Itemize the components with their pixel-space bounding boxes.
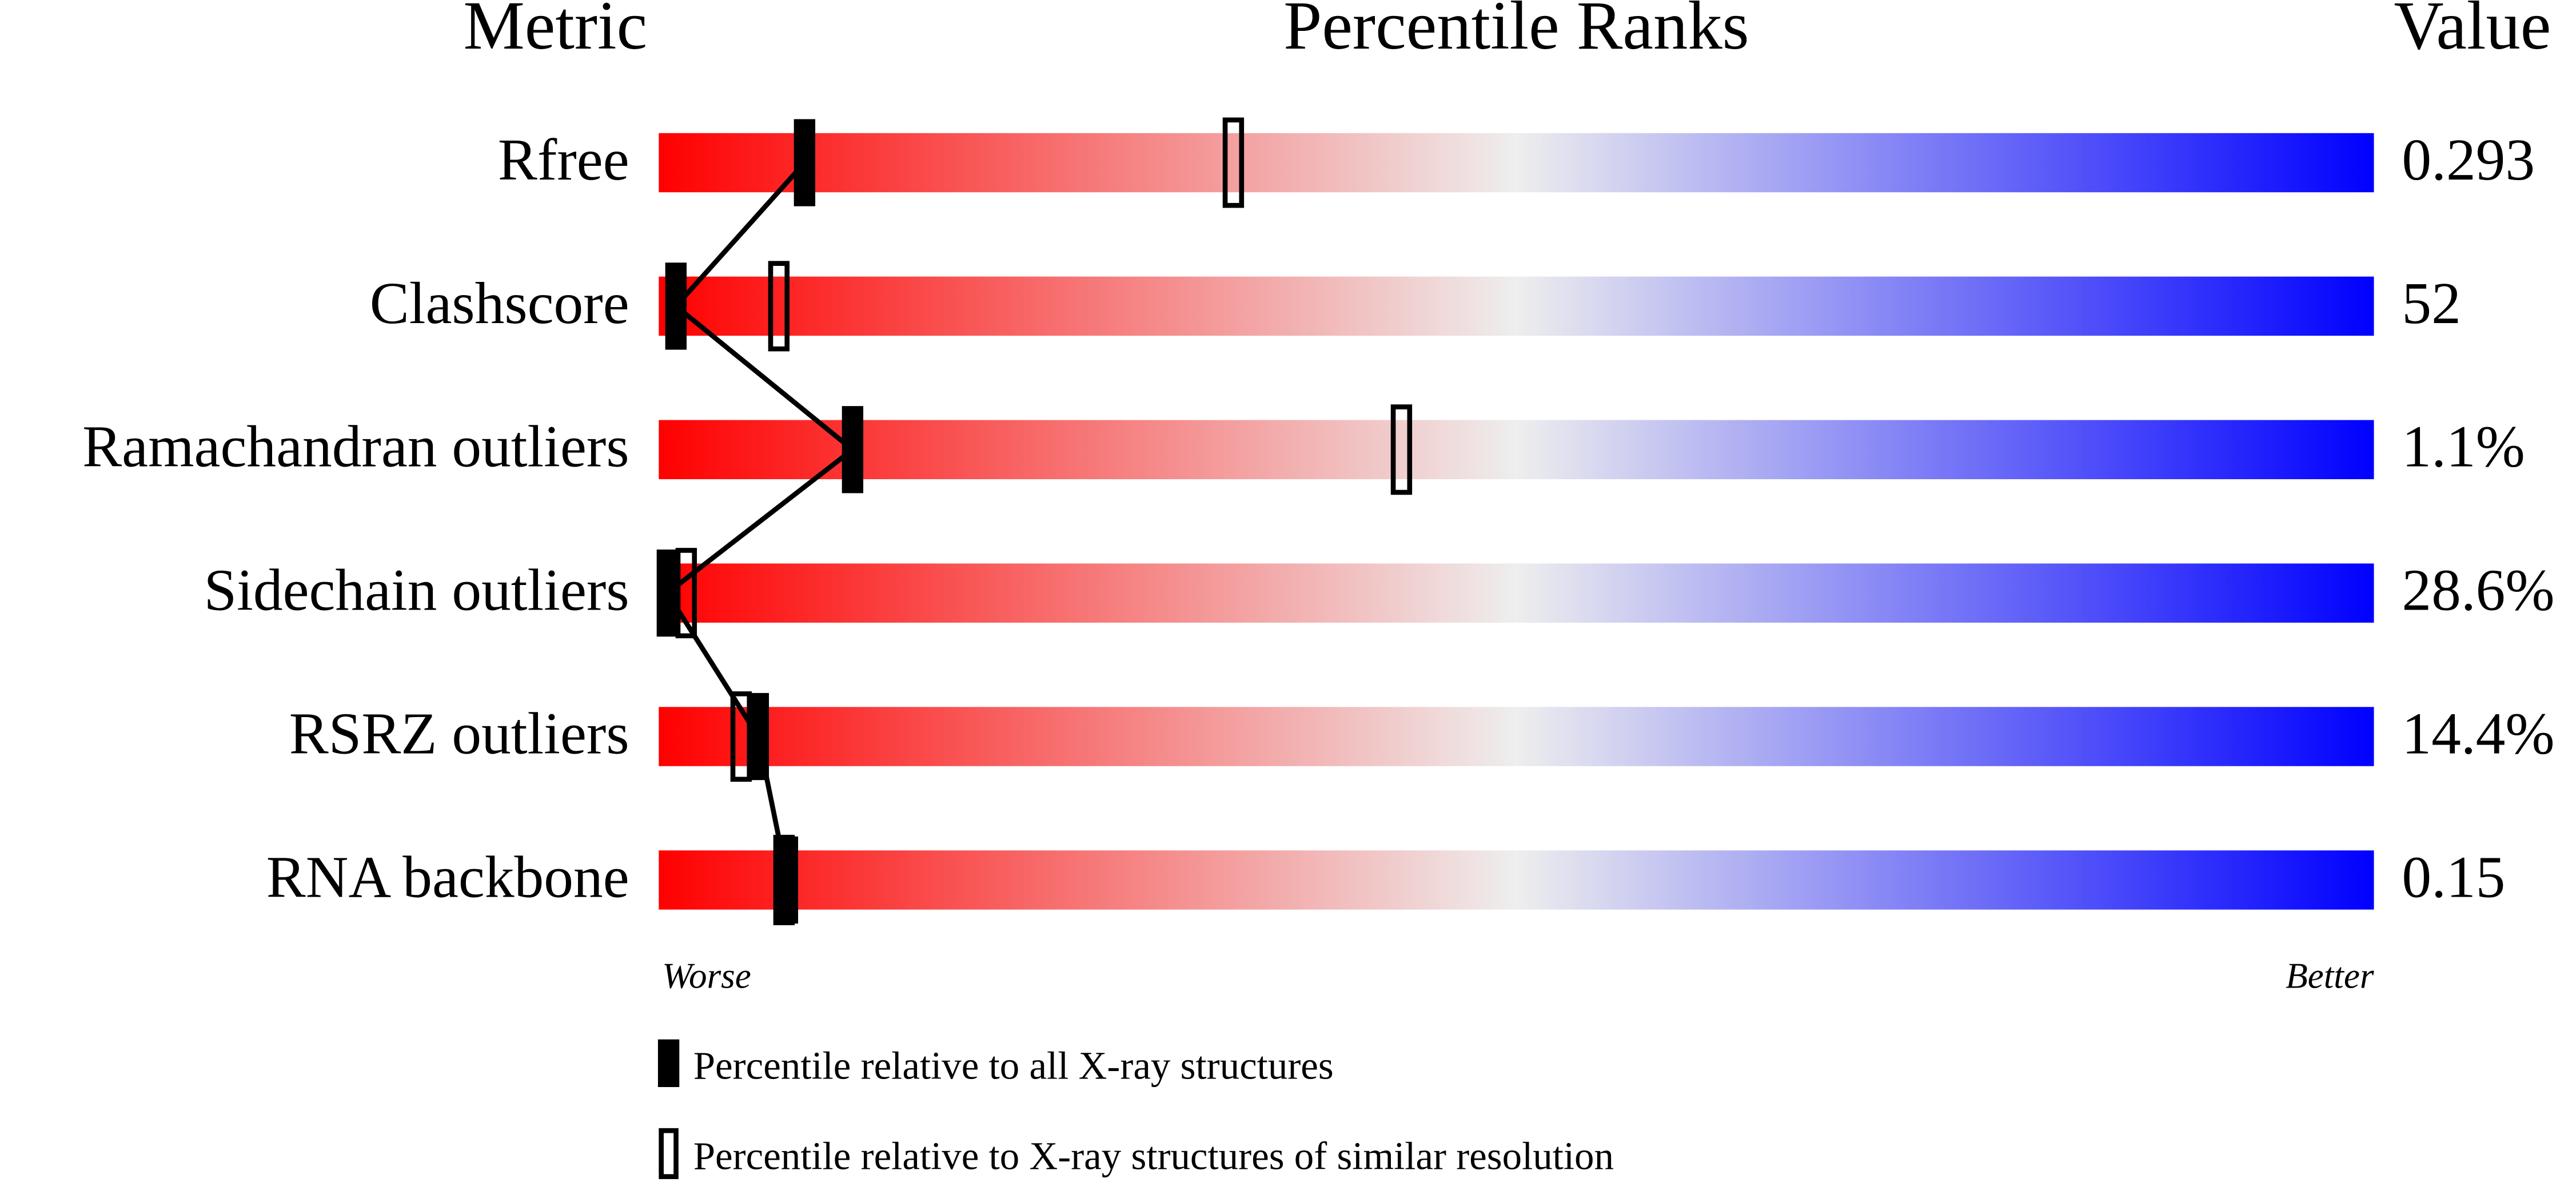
legend-swatch bbox=[659, 1128, 679, 1179]
legend-swatch bbox=[657, 1039, 680, 1087]
metric-value: 14.4% bbox=[2402, 702, 2554, 767]
metric-value: 0.293 bbox=[2402, 128, 2535, 193]
column-header: Percentile Ranks bbox=[1283, 0, 1749, 64]
filled-marker bbox=[793, 119, 816, 206]
percentile-bar bbox=[659, 276, 2374, 336]
metric-value: 0.15 bbox=[2402, 845, 2505, 910]
legend-label: Percentile relative to all X-ray structu… bbox=[693, 1044, 1334, 1088]
metric-label: Clashscore bbox=[370, 271, 629, 336]
open-marker bbox=[768, 261, 790, 352]
percentile-bar bbox=[659, 563, 2374, 623]
metric-label: Rfree bbox=[498, 128, 629, 193]
percentile-bar bbox=[659, 420, 2374, 479]
metric-label: RSRZ outliers bbox=[289, 702, 629, 767]
column-header: Value bbox=[2394, 0, 2551, 64]
percentile-bar bbox=[659, 850, 2374, 910]
percentile-bar bbox=[659, 707, 2374, 766]
open-marker bbox=[1222, 117, 1245, 208]
metric-value: 1.1% bbox=[2402, 415, 2525, 480]
filled-marker bbox=[747, 693, 769, 781]
filled-marker bbox=[656, 549, 679, 637]
better-label: Better bbox=[2286, 956, 2374, 996]
metric-label: Ramachandran outliers bbox=[82, 415, 629, 480]
worse-label: Worse bbox=[662, 956, 751, 996]
filled-marker bbox=[842, 406, 864, 493]
metric-label: RNA backbone bbox=[266, 845, 629, 910]
percentile-bar bbox=[659, 133, 2374, 193]
filled-marker bbox=[776, 836, 799, 924]
legend-label: Percentile relative to X-ray structures … bbox=[693, 1135, 1614, 1178]
column-header: Metric bbox=[463, 0, 647, 64]
metric-label: Sidechain outliers bbox=[204, 558, 629, 623]
metric-value: 28.6% bbox=[2402, 558, 2554, 623]
metric-value: 52 bbox=[2402, 271, 2461, 336]
filled-marker bbox=[665, 262, 687, 350]
open-marker bbox=[1390, 404, 1413, 495]
